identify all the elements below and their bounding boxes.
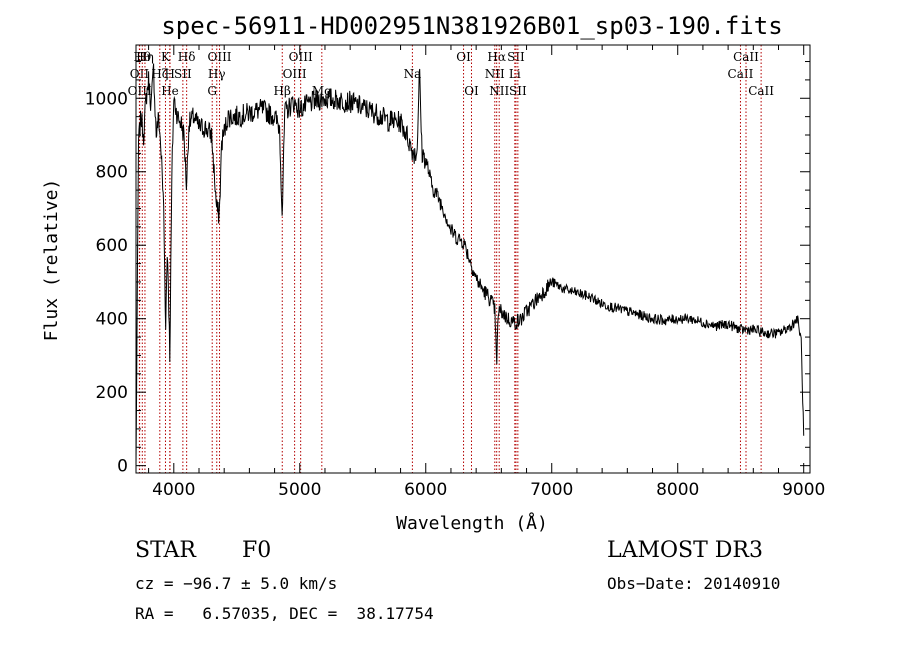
y-tick-label: 200	[96, 383, 128, 403]
line-label-sii: SII	[509, 84, 527, 98]
x-tick-label: 9000	[782, 480, 825, 500]
line-label-oiii: OIII	[283, 67, 307, 81]
line-label-caii: CaII	[728, 67, 754, 81]
x-tick-label: 7000	[530, 480, 573, 500]
line-label-h: H	[165, 67, 175, 81]
x-tick-label: 4000	[152, 480, 195, 500]
y-axis-label: Flux (relative)	[41, 179, 62, 342]
line-label-sii: SII	[507, 50, 525, 64]
line-label-nii: NII	[485, 67, 505, 81]
y-tick-label: 800	[96, 163, 128, 183]
line-label-k: K	[161, 50, 171, 64]
line-label-na: Na	[404, 67, 422, 81]
line-label-oi: OI	[464, 84, 479, 98]
x-tick-label: 6000	[404, 480, 447, 500]
y-tick-label: 1000	[85, 89, 128, 109]
line-label-hα: Hα	[487, 50, 506, 64]
redshift-velocity: cz = −96.7 ± 5.0 km/s	[135, 574, 338, 593]
axis-ticks: 4000 5000 6000 7000 8000 9000 0 200 400 600 800 100…	[85, 45, 825, 500]
line-label-hγ: Hγ	[208, 67, 226, 81]
line-label-hβ: Hβ	[274, 84, 291, 98]
subclass: F0	[242, 538, 272, 563]
coordinates: RA = 6.57035, DEC = 38.17754	[135, 604, 434, 623]
chart-title: spec-56911-HD002951N381926B01_sp03-190.f…	[161, 12, 782, 40]
spectrum-line	[135, 63, 805, 466]
line-label-nii: NII	[489, 84, 509, 98]
line-label-li: Li	[509, 67, 521, 81]
object-type: STAR	[135, 538, 196, 563]
y-tick-label: 400	[96, 310, 128, 330]
line-label-caii: CaII	[733, 50, 759, 64]
survey-name: LAMOST DR3	[607, 538, 763, 563]
line-label-hδ: Hδ	[178, 50, 196, 64]
line-label-oiii: OIII	[289, 50, 313, 64]
x-axis-label: Wavelength (Å)	[396, 512, 548, 534]
line-label-hθ: Hθ	[133, 50, 151, 64]
x-tick-label: 5000	[278, 480, 321, 500]
line-label-hζ: Hζ	[151, 67, 168, 81]
plot-frame	[135, 44, 811, 474]
line-label-sii: SII	[174, 67, 192, 81]
line-label-hη: Hη	[136, 50, 154, 64]
line-label-g: G	[207, 84, 217, 98]
line-label-caii: CaII	[748, 84, 774, 98]
line-label-oi: OI	[456, 50, 471, 64]
y-tick-label: 600	[96, 236, 128, 256]
line-label-oiii: OIII	[207, 50, 231, 64]
observation-date: Obs−Date: 20140910	[607, 574, 781, 593]
x-tick-label: 8000	[656, 480, 699, 500]
y-tick-label: 0	[117, 457, 128, 477]
